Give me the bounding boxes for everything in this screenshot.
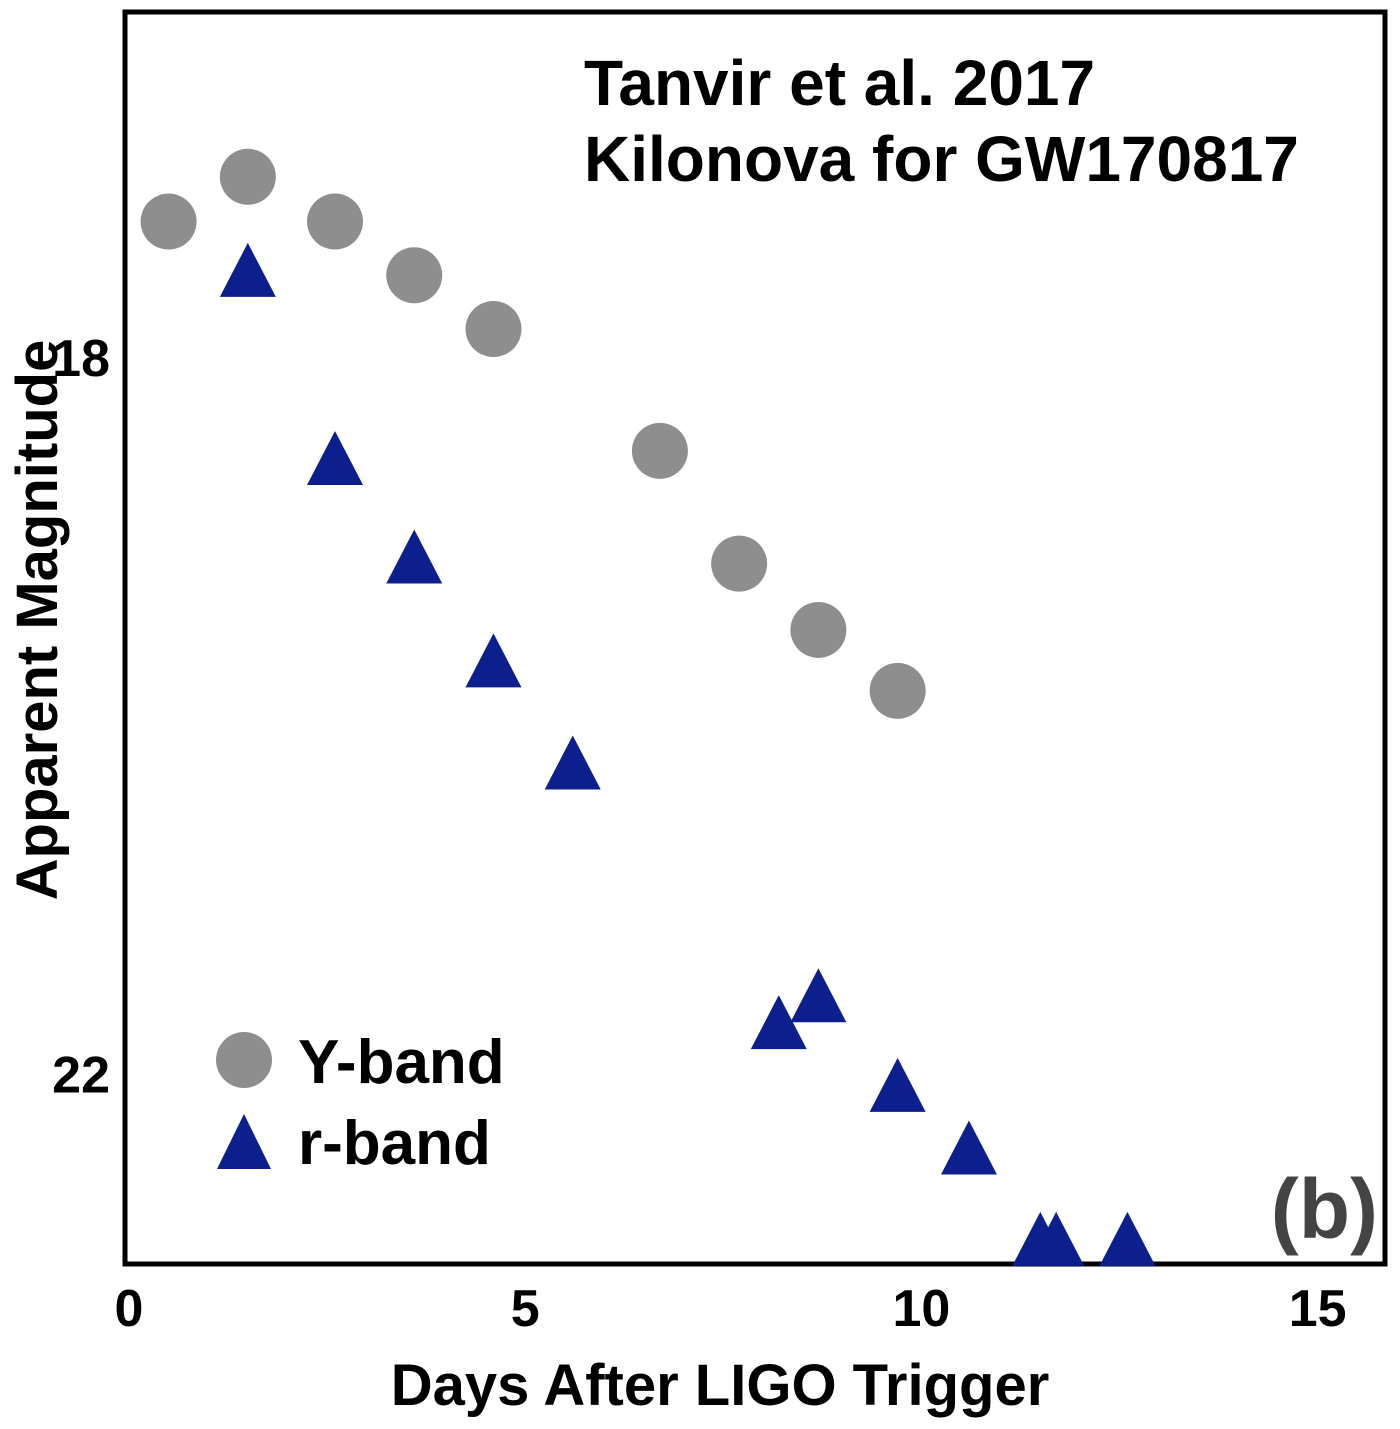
r-band-point (1028, 1211, 1085, 1266)
x-tick-labels: 0 5 10 15 (115, 1280, 1347, 1338)
r-band-point (869, 1057, 926, 1112)
r-band-point (1099, 1211, 1156, 1266)
y-band-point (386, 247, 443, 304)
y-axis-title: Apparent Magnitude (5, 340, 70, 901)
panel-label: (b) (1271, 1162, 1378, 1256)
legend-y-band-marker (216, 1032, 272, 1088)
annotation-line-1: Tanvir et al. 2017 (584, 47, 1095, 119)
y-band-point (631, 422, 688, 479)
y-band-point (307, 193, 363, 250)
x-tick-label: 10 (892, 1280, 950, 1338)
r-band-point (790, 968, 847, 1023)
plot-frame (122, 9, 1388, 1267)
x-tick-label: 5 (511, 1280, 540, 1338)
x-tick-label: 15 (1289, 1280, 1347, 1338)
y-tick-label: 18 (52, 330, 110, 388)
r-band-point (386, 529, 443, 584)
legend: Y-band r-band (216, 1028, 505, 1178)
legend-y-band-label: Y-band (298, 1028, 505, 1097)
y-band-point (219, 148, 276, 205)
legend-r-band-label: r-band (298, 1109, 491, 1178)
y-band-point (711, 535, 768, 592)
y-band-point (869, 662, 926, 719)
y-band-point (790, 601, 847, 658)
x-tick-label: 0 (115, 1280, 144, 1338)
data-series (140, 148, 1156, 1266)
r-band-series (219, 242, 1156, 1266)
r-band-point (465, 633, 522, 688)
y-tick-label: 22 (52, 1046, 110, 1104)
annotation-line-2: Kilonova for GW170817 (584, 123, 1299, 195)
y-band-point (140, 193, 197, 250)
r-band-point (219, 242, 276, 297)
r-band-point (307, 430, 363, 485)
legend-r-band-marker (217, 1114, 271, 1169)
y-band-point (465, 301, 522, 358)
r-band-point (750, 995, 807, 1050)
x-axis-title: Days After LIGO Trigger (391, 1353, 1050, 1418)
r-band-point (940, 1120, 997, 1175)
y-band-series (140, 148, 926, 719)
r-band-point (544, 735, 601, 790)
